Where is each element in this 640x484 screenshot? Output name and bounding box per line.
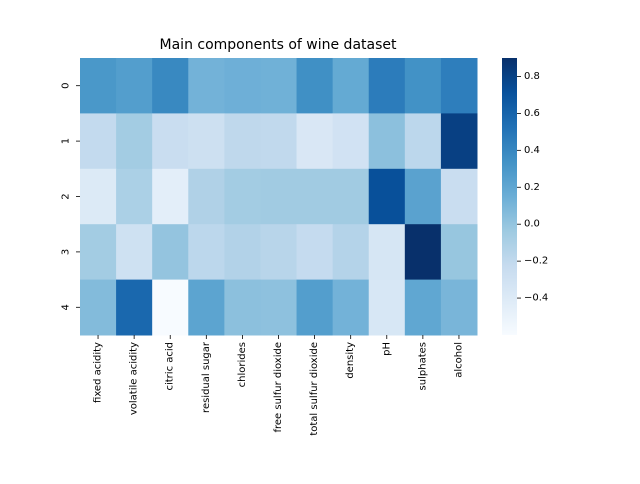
- row-tick-label: 3: [61, 249, 72, 255]
- row-tick-labels: 0 1 2 3 4: [61, 83, 80, 310]
- heatmap-cell: [260, 58, 298, 114]
- heatmap-cell: [116, 279, 153, 336]
- heatmap-cell: [440, 279, 478, 336]
- heatmap-cell: [152, 58, 189, 114]
- heatmap-cell: [80, 168, 117, 225]
- heatmap-cell: [152, 224, 189, 281]
- heatmap-cells: [80, 58, 478, 336]
- heatmap-cell: [224, 113, 261, 170]
- heatmap-cell: [332, 279, 370, 336]
- colorbar-ticks: −0.4 −0.2 0.0 0.2 0.4 0.6 0.8: [517, 71, 548, 304]
- heatmap-cell: [80, 113, 117, 170]
- row-tick-label: 4: [61, 304, 72, 310]
- heatmap-cell: [296, 58, 334, 114]
- heatmap-cell: [368, 113, 406, 170]
- heatmap-cell: [404, 58, 442, 114]
- column-tick-label: chlorides: [237, 342, 248, 387]
- heatmap-cell: [260, 224, 298, 281]
- heatmap-cell: [224, 168, 261, 225]
- colorbar-tick-label: −0.4: [524, 293, 548, 304]
- colorbar: [502, 58, 517, 335]
- column-tick-label: sulphates: [417, 342, 428, 390]
- colorbar-tick-label: 0.2: [524, 182, 540, 193]
- heatmap-cell: [404, 279, 442, 336]
- heatmap-cell: [188, 279, 225, 336]
- colorbar-tick-label: −0.2: [524, 256, 548, 267]
- row-tick-label: 1: [61, 138, 72, 144]
- heatmap-cell: [260, 279, 298, 336]
- heatmap-cell: [260, 168, 298, 225]
- heatmap-cell: [116, 168, 153, 225]
- column-tick-label: residual sugar: [201, 341, 212, 413]
- column-tick-label: free sulfur dioxide: [273, 342, 284, 433]
- colorbar-tick-label: 0.8: [524, 71, 540, 82]
- heatmap-cell: [404, 224, 442, 281]
- heatmap-cell: [368, 58, 406, 114]
- heatmap-cell: [188, 224, 225, 281]
- column-tick-label: fixed acidity: [93, 342, 104, 403]
- heatmap-cell: [404, 113, 442, 170]
- heatmap-cell: [152, 168, 189, 225]
- colorbar-tick-label: 0.6: [524, 108, 540, 119]
- heatmap-cell: [368, 279, 406, 336]
- heatmap-cell: [440, 168, 478, 225]
- heatmap-cell: [188, 168, 225, 225]
- heatmap-cell: [152, 279, 189, 336]
- colorbar-tick-label: 0.4: [524, 145, 540, 156]
- heatmap-cell: [332, 113, 370, 170]
- heatmap-cell: [188, 113, 225, 170]
- heatmap-cell: [80, 58, 117, 114]
- heatmap-cell: [116, 58, 153, 114]
- heatmap-cell: [224, 58, 261, 114]
- heatmap-cell: [152, 113, 189, 170]
- column-tick-labels: fixed acidity volatile acidity citric acid…: [93, 335, 464, 436]
- heatmap-cell: [296, 113, 334, 170]
- column-tick-label: density: [345, 342, 356, 379]
- heatmap-cell: [260, 113, 298, 170]
- chart-title: Main components of wine dataset: [160, 37, 397, 53]
- heatmap-cell: [332, 58, 370, 114]
- heatmap-cell: [368, 224, 406, 281]
- heatmap-cell: [296, 168, 334, 225]
- heatmap-cell: [80, 224, 117, 281]
- column-tick-label: volatile acidity: [129, 342, 140, 415]
- column-tick-label: pH: [381, 342, 392, 356]
- heatmap-cell: [332, 224, 370, 281]
- heatmap-cell: [116, 113, 153, 170]
- row-tick-label: 0: [61, 83, 72, 89]
- heatmap-cell: [296, 279, 334, 336]
- column-tick-label: citric acid: [165, 342, 176, 391]
- row-tick-label: 2: [61, 193, 72, 199]
- heatmap-cell: [440, 224, 478, 281]
- heatmap-cell: [296, 224, 334, 281]
- heatmap-cell: [80, 279, 117, 336]
- heatmap-cell: [404, 168, 442, 225]
- heatmap-cell: [116, 224, 153, 281]
- column-tick-label: alcohol: [453, 342, 464, 378]
- colorbar-tick-label: 0.0: [524, 219, 540, 230]
- heatmap-cell: [224, 279, 261, 336]
- heatmap-cell: [224, 224, 261, 281]
- heatmap-cell: [332, 168, 370, 225]
- column-tick-label: total sulfur dioxide: [309, 342, 320, 436]
- heatmap-cell: [368, 168, 406, 225]
- heatmap-cell: [440, 58, 478, 114]
- heatmap-cell: [188, 58, 225, 114]
- heatmap-cell: [440, 113, 478, 170]
